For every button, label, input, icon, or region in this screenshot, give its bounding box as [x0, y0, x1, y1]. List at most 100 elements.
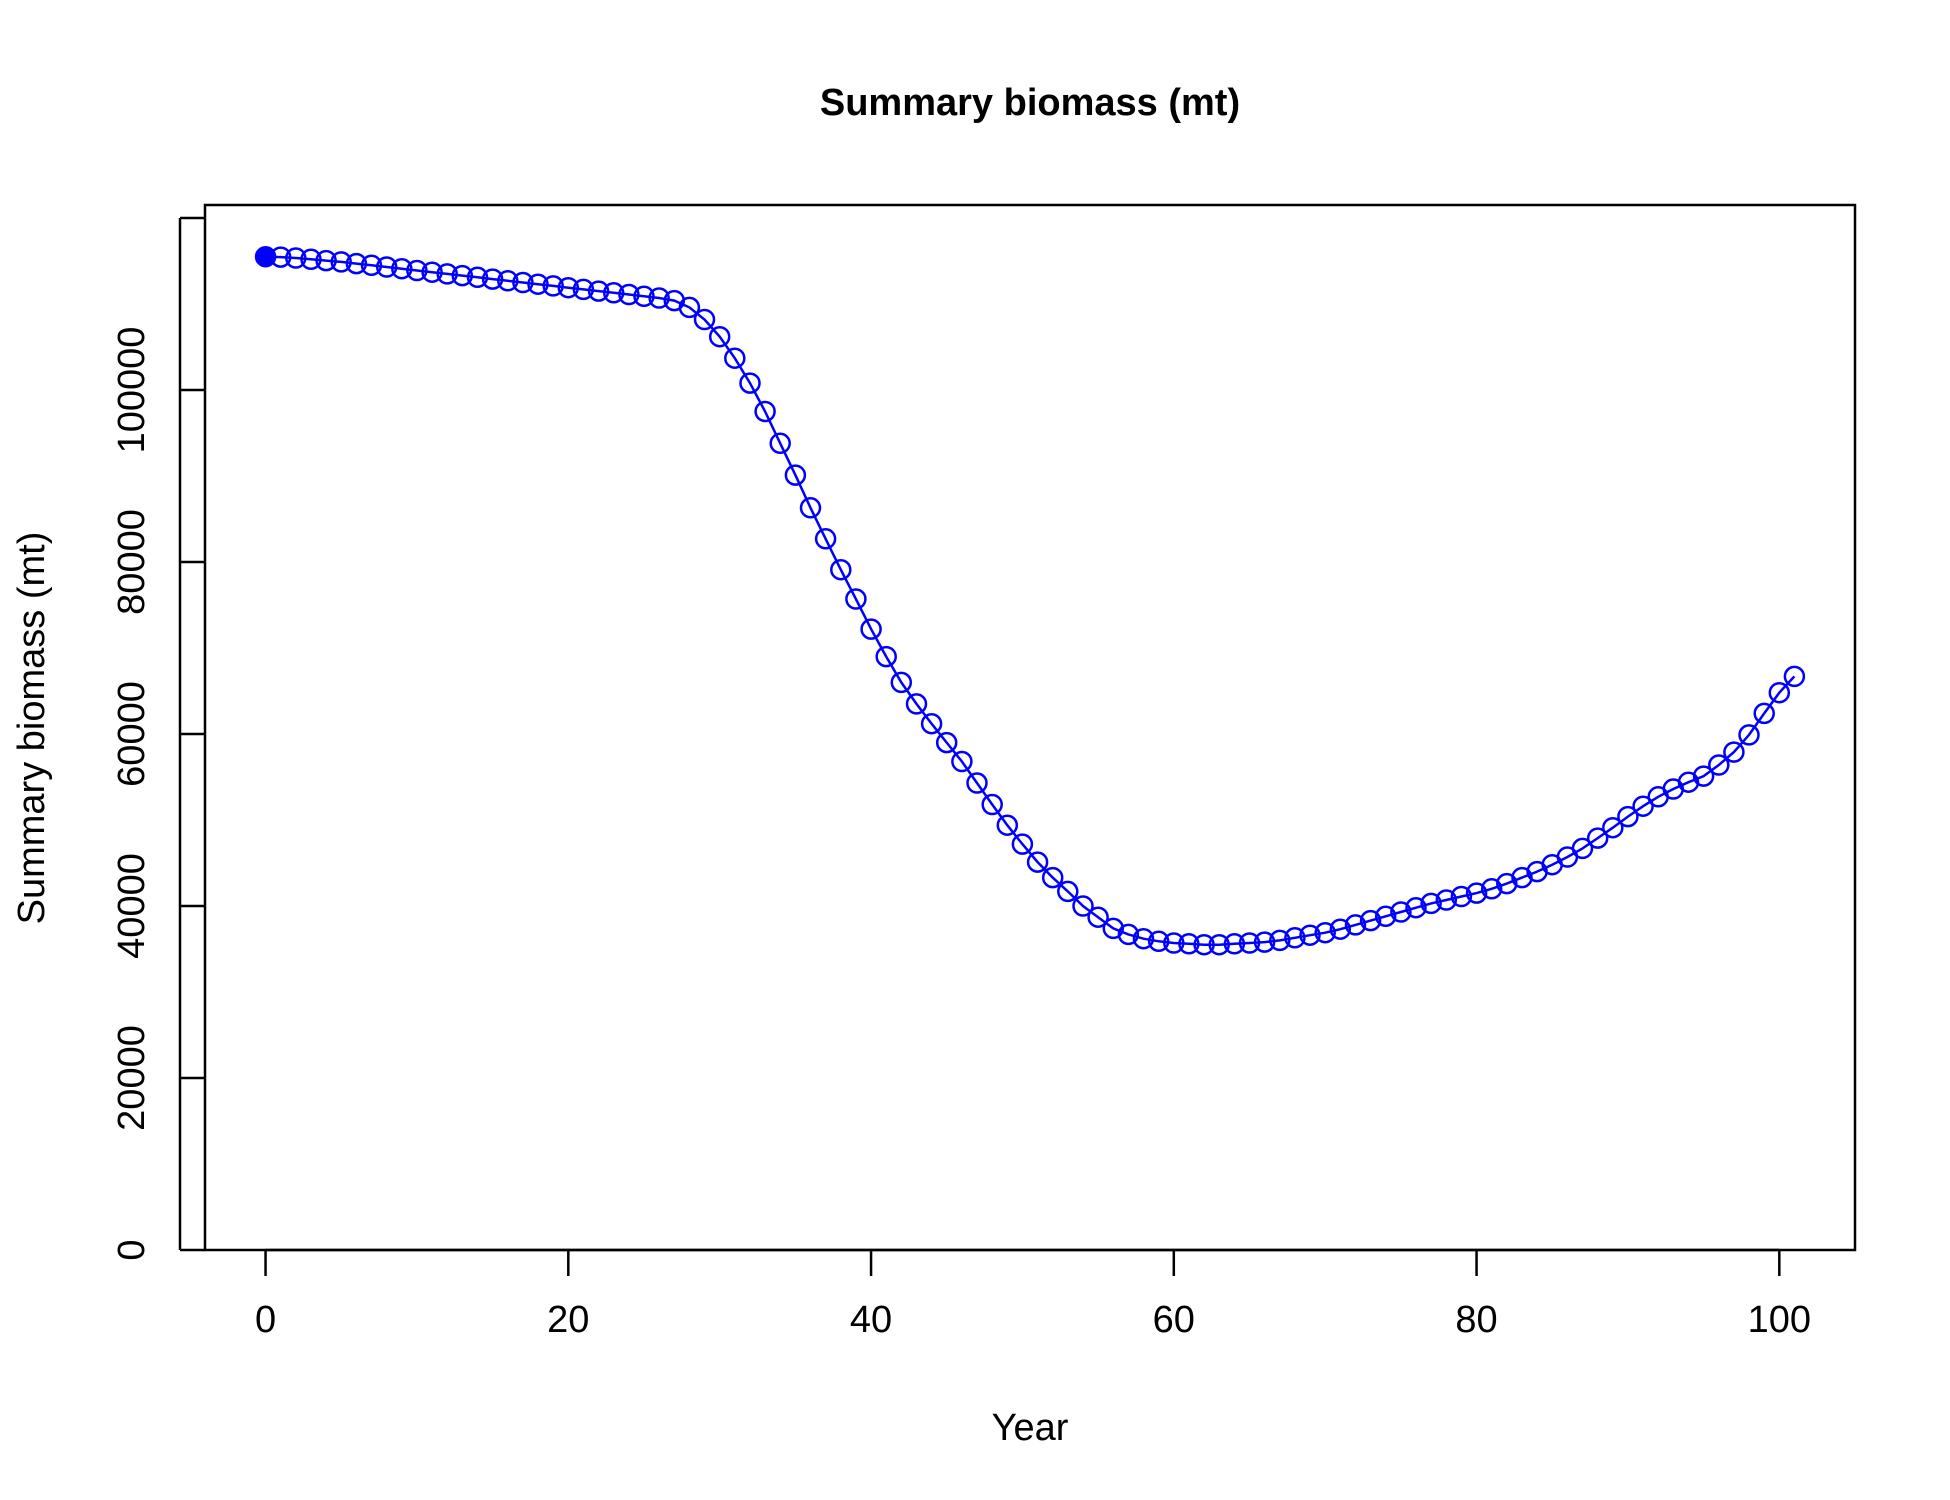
data-point	[966, 772, 988, 794]
data-point	[1465, 882, 1488, 904]
data-point	[708, 325, 731, 348]
data-point	[1435, 889, 1458, 911]
y-tick-label: 60000	[111, 681, 153, 787]
data-point	[860, 618, 882, 640]
chart-title: Summary biomass (mt)	[820, 82, 1240, 124]
data-point	[769, 432, 791, 455]
data-point	[1480, 878, 1503, 900]
data-point	[602, 282, 625, 304]
data-point	[935, 731, 958, 754]
y-tick-label: 0	[111, 1239, 153, 1260]
data-point	[1193, 933, 1215, 956]
data-point	[951, 750, 973, 773]
data-point	[1163, 932, 1185, 954]
data-point	[1087, 906, 1109, 928]
data-point	[1420, 892, 1442, 915]
data-point	[875, 645, 897, 668]
data-point	[1011, 833, 1034, 855]
series-line	[265, 255, 1796, 946]
data-point	[1602, 816, 1624, 839]
data-point	[618, 283, 640, 306]
y-tick-label: 80000	[111, 509, 153, 615]
data-point	[1132, 927, 1155, 950]
data-point	[1450, 885, 1473, 908]
data-point	[1223, 933, 1246, 955]
data-point	[421, 261, 443, 283]
x-tick-label: 100	[1748, 1299, 1811, 1341]
data-point	[1768, 681, 1791, 704]
data-point	[360, 254, 383, 277]
data-point	[1571, 837, 1594, 860]
data-point	[920, 712, 943, 735]
data-point	[1208, 933, 1230, 956]
data-point	[254, 245, 277, 268]
data-point	[587, 280, 610, 302]
y-tick-label: 20000	[111, 1025, 153, 1131]
data-point	[375, 256, 398, 278]
data-point	[1753, 702, 1775, 725]
data-point	[1708, 754, 1730, 776]
y-tick-label: 40000	[111, 853, 153, 959]
data-point	[648, 287, 670, 309]
data-point	[330, 251, 352, 273]
data-point	[1072, 895, 1094, 917]
data-point	[557, 276, 580, 299]
data-point	[406, 259, 428, 282]
data-point	[1329, 918, 1352, 940]
x-tick-label: 20	[547, 1299, 589, 1341]
data-point	[739, 372, 761, 394]
data-point	[784, 464, 807, 486]
data-point	[1041, 866, 1064, 889]
data-point	[1405, 896, 1427, 919]
data-point	[497, 270, 519, 292]
data-point	[1723, 741, 1745, 763]
data-point	[1026, 851, 1049, 873]
y-axis-title: Summary biomass (mt)	[11, 532, 53, 925]
data-point	[693, 308, 716, 331]
data-point	[451, 264, 474, 287]
data-point	[1783, 665, 1806, 688]
data-point	[1299, 924, 1321, 946]
data-point	[1284, 927, 1306, 949]
data-point	[981, 793, 1003, 816]
data-point	[1617, 805, 1639, 828]
data-point	[1178, 933, 1200, 955]
data-point	[391, 257, 413, 280]
data-point	[1253, 931, 1276, 953]
x-tick-label: 60	[1153, 1299, 1195, 1341]
data-point	[1314, 921, 1336, 944]
data-point	[527, 273, 549, 295]
y-axis: 0 20000 40000 60000 80000 100000	[111, 216, 205, 1261]
data-point	[542, 275, 564, 297]
data-point	[678, 296, 701, 319]
data-point	[466, 266, 489, 289]
data-point	[512, 271, 534, 294]
data-point	[845, 588, 867, 610]
data-point	[1359, 909, 1382, 932]
data-point	[1344, 914, 1367, 936]
data-point	[1057, 880, 1079, 903]
x-tick-label: 0	[255, 1299, 276, 1341]
data-point	[830, 558, 852, 581]
data-point	[1269, 929, 1291, 952]
x-tick-label: 40	[850, 1299, 892, 1341]
data-point	[1738, 724, 1760, 746]
data-point	[481, 268, 504, 290]
data-point	[1238, 932, 1261, 954]
data-point	[345, 252, 368, 275]
x-axis: 0 20 40 60 80 100	[255, 1248, 1811, 1341]
data-point	[996, 814, 1019, 836]
data-point	[1632, 795, 1654, 817]
data-point	[572, 278, 595, 301]
x-tick-label: 80	[1455, 1299, 1497, 1341]
data-point	[724, 347, 746, 369]
data-point	[905, 693, 928, 715]
data-point	[754, 400, 776, 423]
data-point	[1117, 923, 1140, 946]
data-point	[1511, 866, 1533, 889]
data-point	[890, 671, 913, 694]
y-tick-label: 100000	[111, 327, 153, 454]
data-point	[300, 248, 322, 271]
